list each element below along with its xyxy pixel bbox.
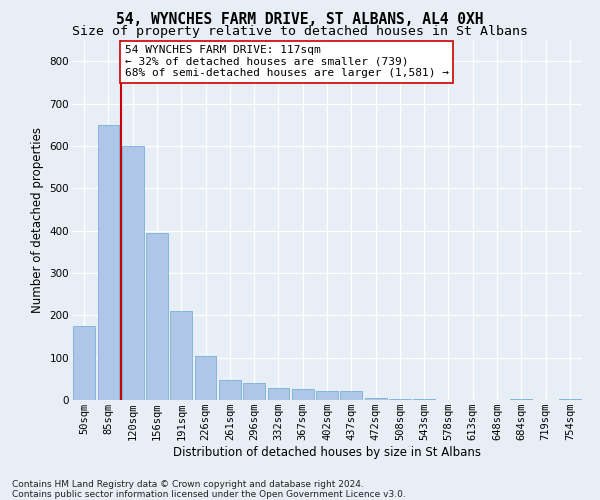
Bar xyxy=(365,398,386,400)
Bar xyxy=(389,398,411,400)
Bar xyxy=(316,390,338,400)
Bar xyxy=(219,380,241,400)
X-axis label: Distribution of detached houses by size in St Albans: Distribution of detached houses by size … xyxy=(173,446,481,459)
Bar xyxy=(413,398,435,400)
Text: Size of property relative to detached houses in St Albans: Size of property relative to detached ho… xyxy=(72,25,528,38)
Bar xyxy=(97,124,119,400)
Bar xyxy=(268,388,289,400)
Bar xyxy=(292,390,314,400)
Bar xyxy=(194,356,217,400)
Bar xyxy=(122,146,143,400)
Text: 54 WYNCHES FARM DRIVE: 117sqm
← 32% of detached houses are smaller (739)
68% of : 54 WYNCHES FARM DRIVE: 117sqm ← 32% of d… xyxy=(125,45,449,78)
Text: 54, WYNCHES FARM DRIVE, ST ALBANS, AL4 0XH: 54, WYNCHES FARM DRIVE, ST ALBANS, AL4 0… xyxy=(116,12,484,28)
Bar xyxy=(146,232,168,400)
Bar xyxy=(73,326,95,400)
Bar xyxy=(340,390,362,400)
Bar xyxy=(170,311,192,400)
Text: Contains HM Land Registry data © Crown copyright and database right 2024.
Contai: Contains HM Land Registry data © Crown c… xyxy=(12,480,406,499)
Bar xyxy=(559,398,581,400)
Y-axis label: Number of detached properties: Number of detached properties xyxy=(31,127,44,313)
Bar xyxy=(511,398,532,400)
Bar xyxy=(243,383,265,400)
